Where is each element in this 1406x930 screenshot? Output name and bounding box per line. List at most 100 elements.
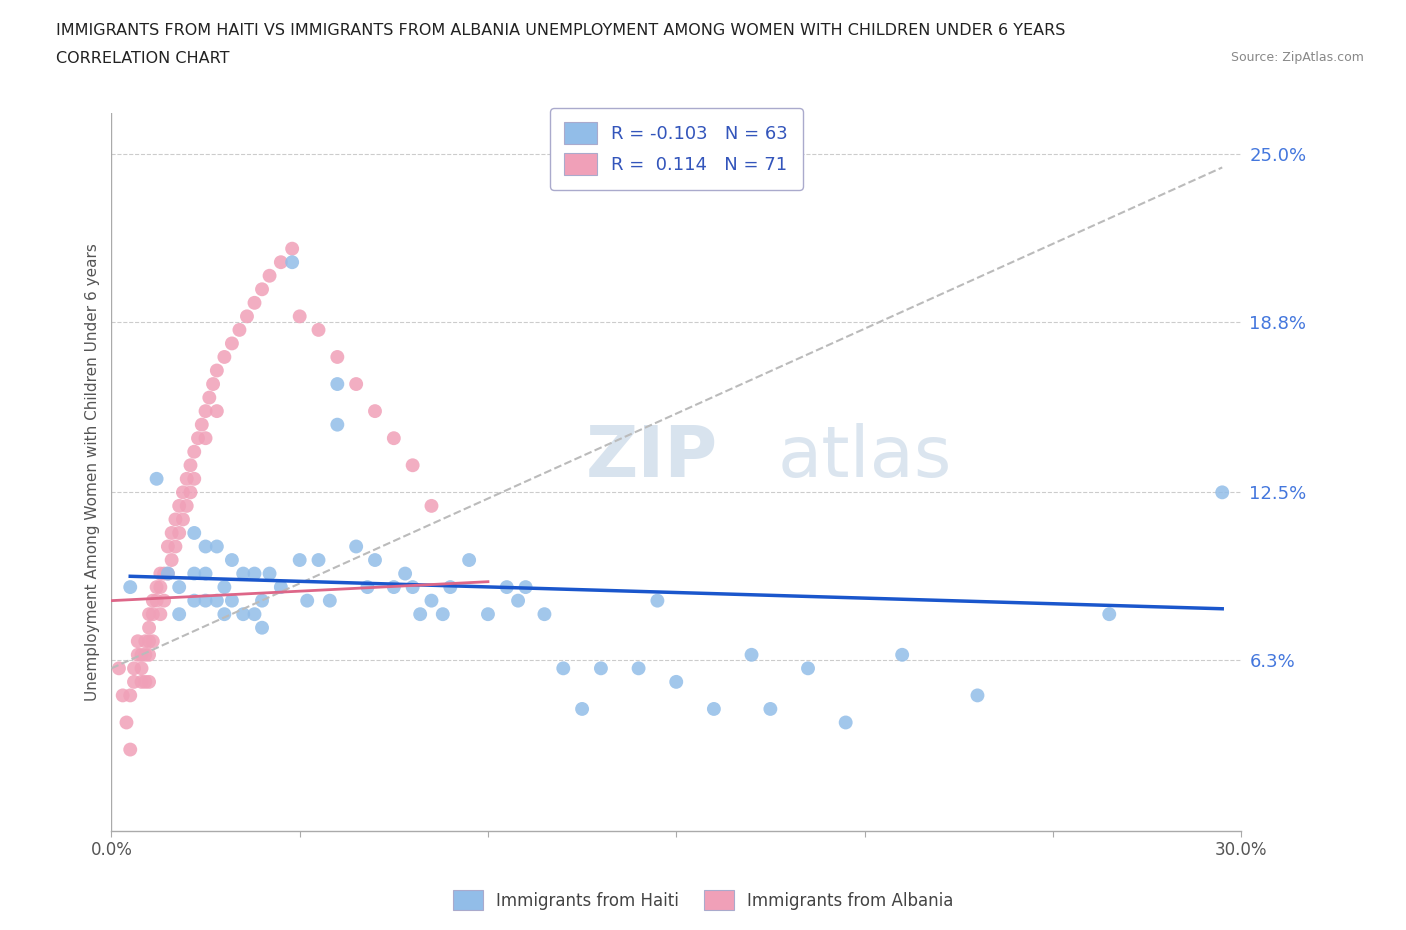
Point — [394, 566, 416, 581]
Point — [134, 634, 156, 649]
Point — [205, 404, 228, 418]
Point — [214, 606, 236, 621]
Point — [477, 606, 499, 621]
Point — [364, 552, 387, 567]
Point — [966, 688, 988, 703]
Point — [194, 566, 217, 581]
Point — [364, 404, 387, 418]
Point — [134, 647, 156, 662]
Point — [382, 579, 405, 594]
Point — [194, 539, 217, 554]
Point — [759, 701, 782, 716]
Point — [243, 296, 266, 311]
Point — [127, 634, 149, 649]
Point — [156, 566, 179, 581]
Point — [138, 620, 160, 635]
Point — [127, 647, 149, 662]
Point — [183, 525, 205, 540]
Point — [326, 350, 349, 365]
Point — [183, 566, 205, 581]
Point — [202, 377, 225, 392]
Point — [194, 593, 217, 608]
Point — [179, 458, 201, 472]
Point — [167, 525, 190, 540]
Point — [250, 593, 273, 608]
Point — [149, 566, 172, 581]
Point — [108, 661, 131, 676]
Point — [344, 539, 367, 554]
Point — [194, 431, 217, 445]
Y-axis label: Unemployment Among Women with Children Under 6 years: Unemployment Among Women with Children U… — [86, 243, 100, 701]
Point — [172, 512, 194, 527]
Point — [149, 606, 172, 621]
Point — [187, 431, 209, 445]
Point — [281, 255, 304, 270]
Point — [198, 391, 221, 405]
Point — [214, 350, 236, 365]
Point — [120, 742, 142, 757]
Point — [270, 579, 292, 594]
Point — [138, 606, 160, 621]
Point — [120, 579, 142, 594]
Point — [205, 539, 228, 554]
Point — [167, 579, 190, 594]
Point — [221, 593, 243, 608]
Point — [741, 647, 763, 662]
Point — [495, 579, 517, 594]
Point — [153, 593, 176, 608]
Point — [409, 606, 432, 621]
Point — [232, 566, 254, 581]
Point — [145, 472, 167, 486]
Point — [153, 566, 176, 581]
Point — [120, 688, 142, 703]
Point — [432, 606, 454, 621]
Point — [834, 715, 856, 730]
Point — [138, 634, 160, 649]
Point — [131, 674, 153, 689]
Point — [243, 606, 266, 621]
Point — [142, 634, 165, 649]
Point — [420, 593, 443, 608]
Point — [382, 431, 405, 445]
Point — [458, 552, 481, 567]
Point — [344, 377, 367, 392]
Point — [138, 647, 160, 662]
Point — [270, 255, 292, 270]
Point — [228, 323, 250, 338]
Point — [797, 661, 820, 676]
Point — [1098, 606, 1121, 621]
Point — [122, 661, 145, 676]
Point — [259, 566, 281, 581]
Point — [172, 485, 194, 499]
Point — [589, 661, 612, 676]
Point — [131, 661, 153, 676]
Point — [401, 458, 423, 472]
Point — [281, 241, 304, 256]
Point — [259, 268, 281, 283]
Point — [142, 606, 165, 621]
Point — [145, 579, 167, 594]
Text: CORRELATION CHART: CORRELATION CHART — [56, 51, 229, 66]
Point — [167, 606, 190, 621]
Point — [138, 674, 160, 689]
Legend: R = -0.103   N = 63, R =  0.114   N = 71: R = -0.103 N = 63, R = 0.114 N = 71 — [550, 108, 803, 190]
Point — [111, 688, 134, 703]
Point — [891, 647, 914, 662]
Point — [356, 579, 378, 594]
Point — [115, 715, 138, 730]
Point — [703, 701, 725, 716]
Point — [250, 282, 273, 297]
Point — [156, 539, 179, 554]
Text: IMMIGRANTS FROM HAITI VS IMMIGRANTS FROM ALBANIA UNEMPLOYMENT AMONG WOMEN WITH C: IMMIGRANTS FROM HAITI VS IMMIGRANTS FROM… — [56, 23, 1066, 38]
Point — [533, 606, 555, 621]
Point — [149, 579, 172, 594]
Point — [420, 498, 443, 513]
Point — [167, 498, 190, 513]
Point — [183, 472, 205, 486]
Point — [627, 661, 650, 676]
Point — [232, 606, 254, 621]
Legend: Immigrants from Haiti, Immigrants from Albania: Immigrants from Haiti, Immigrants from A… — [446, 884, 960, 917]
Point — [134, 674, 156, 689]
Text: ZIP: ZIP — [586, 423, 718, 492]
Point — [176, 498, 198, 513]
